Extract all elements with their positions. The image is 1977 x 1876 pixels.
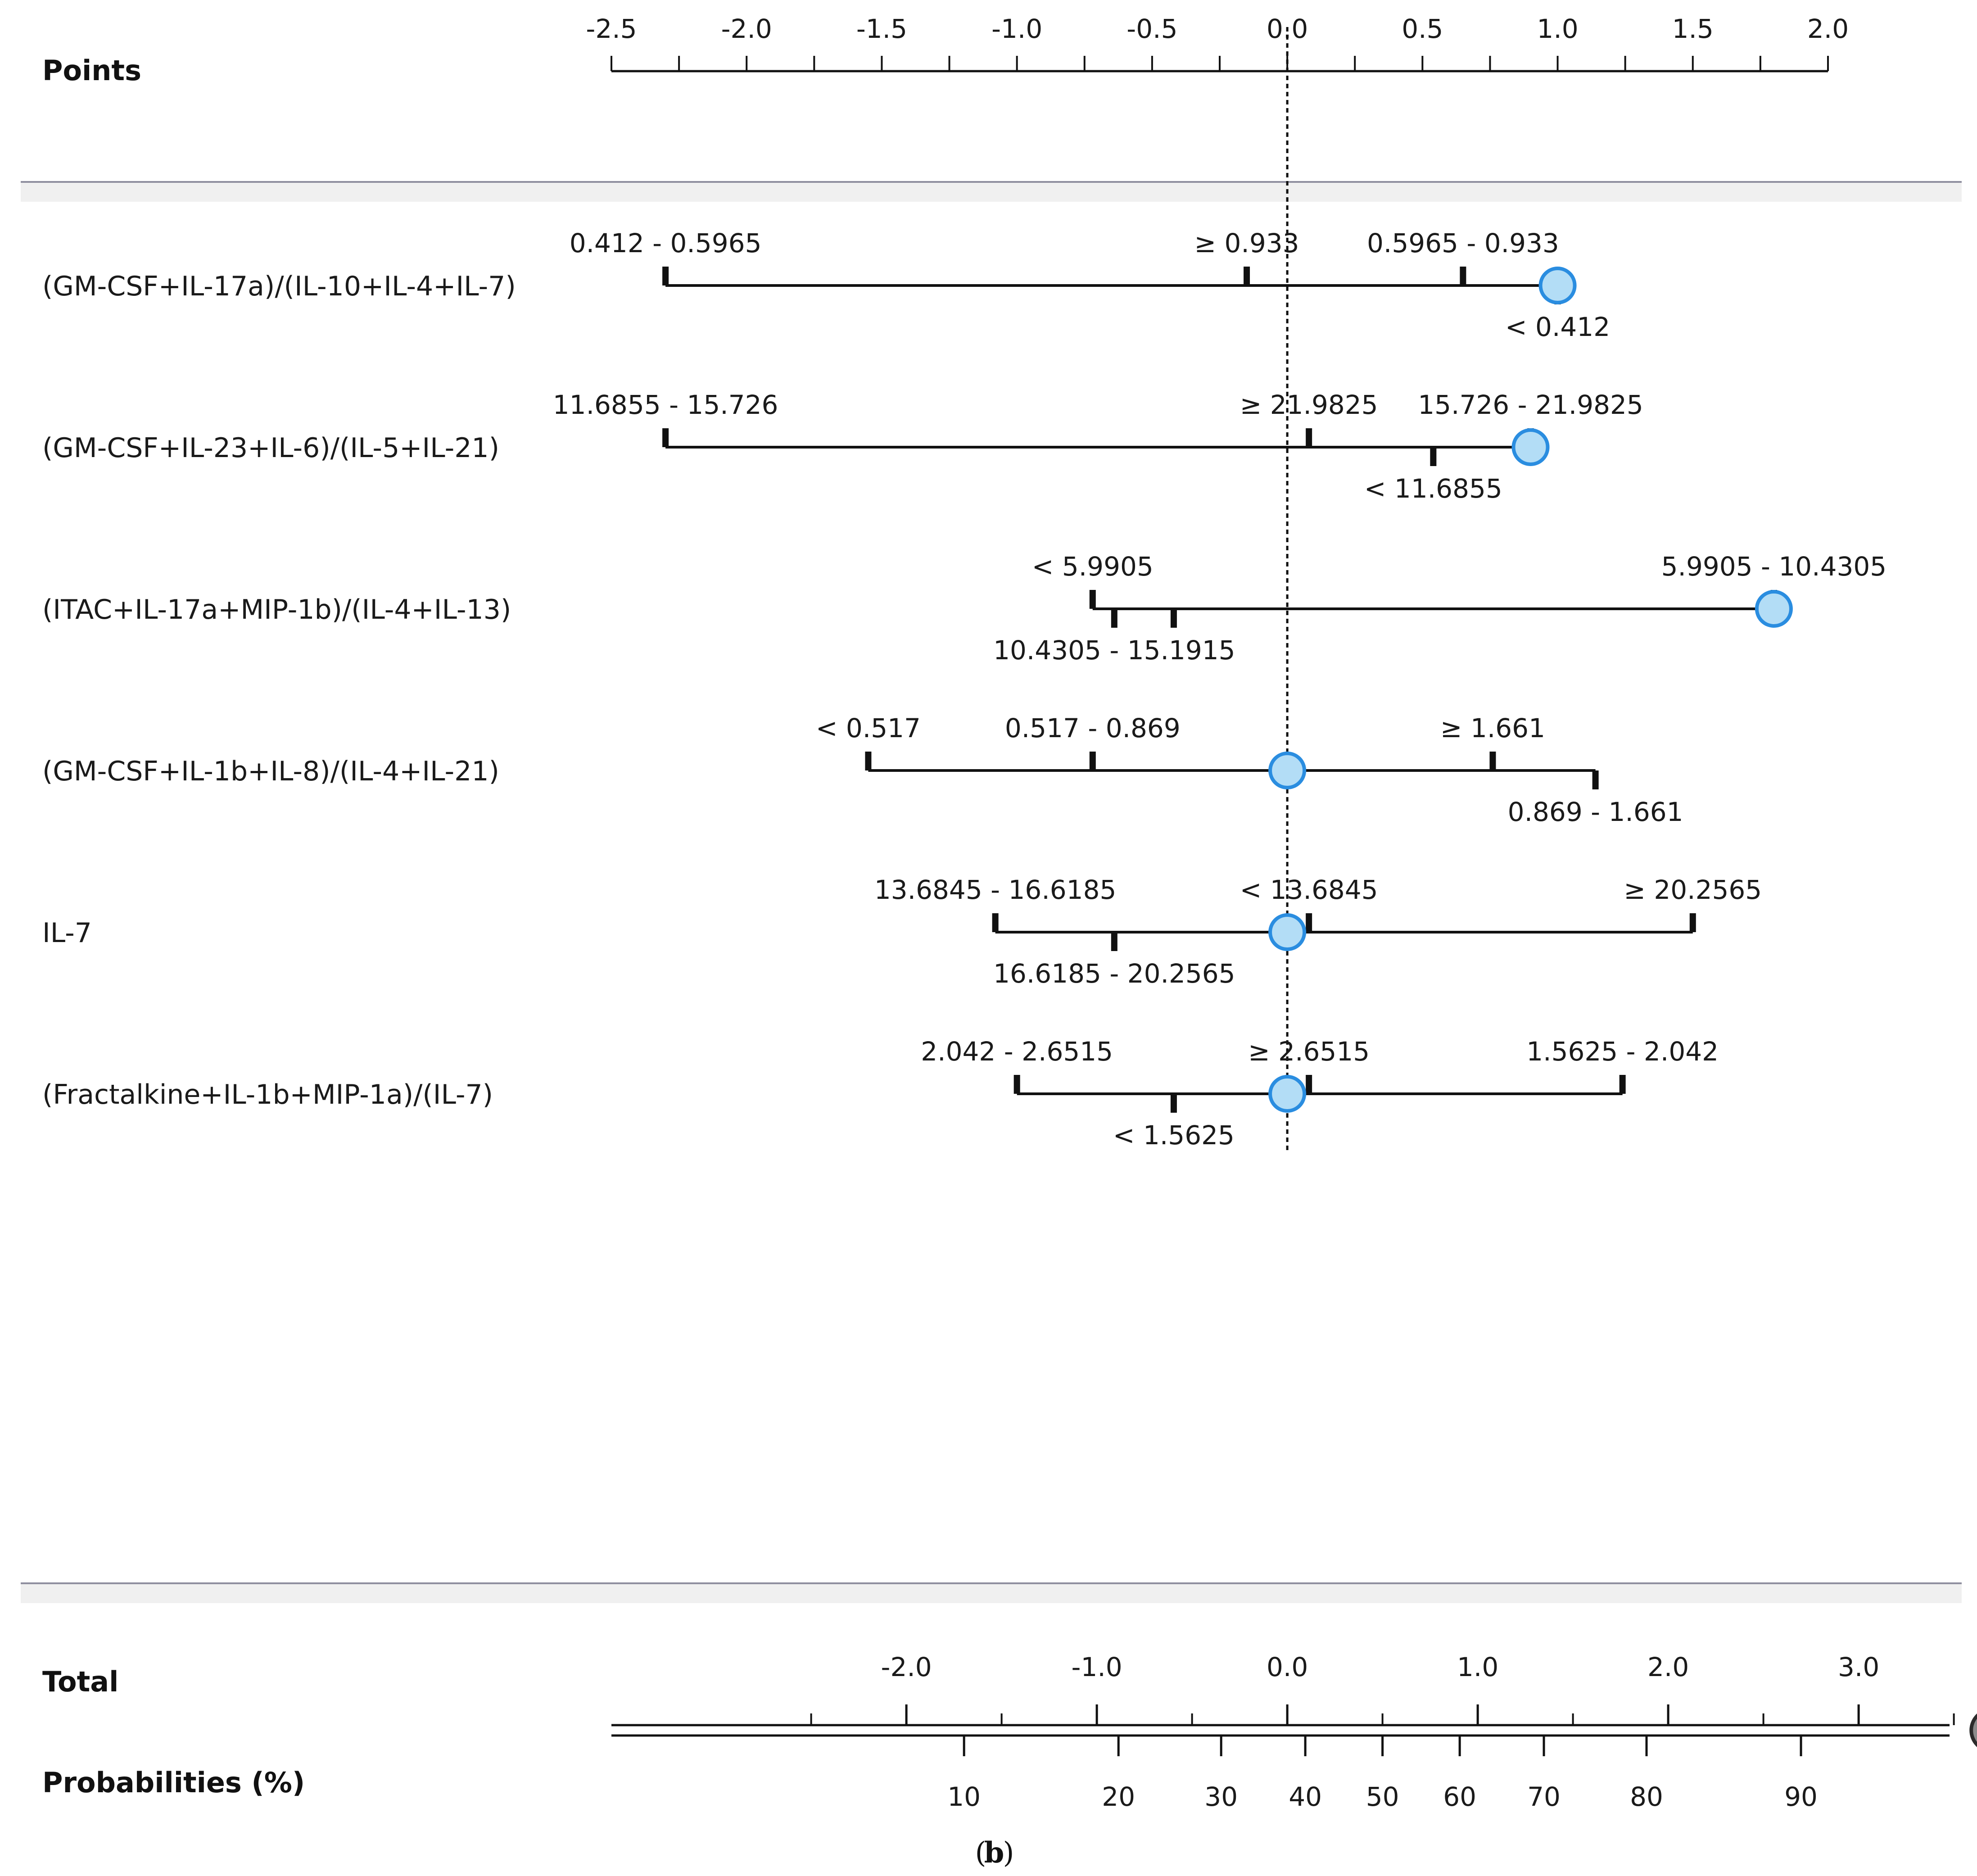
category-label: < 0.412 (1505, 312, 1610, 342)
variable-name: (ITAC+IL-17a+MIP-1b)/(IL-4+IL-13) (42, 594, 511, 625)
category-label: 0.412 - 0.5965 (570, 228, 762, 258)
selected-value-marker (1268, 1075, 1307, 1113)
probability-tick-label: 30 (1204, 1781, 1238, 1812)
category-label: < 1.5625 (1113, 1120, 1235, 1151)
probability-axis-title: Probabilities (%) (42, 1766, 305, 1799)
points-tick-label: 1.5 (1672, 14, 1714, 44)
variable-row: (ITAC+IL-17a+MIP-1b)/(IL-4+IL-13) < 5.990… (42, 551, 1887, 666)
category-label: 16.6185 - 20.2565 (993, 958, 1235, 989)
category-label: < 11.6855 (1364, 473, 1502, 504)
points-axis-title: Points (42, 54, 141, 87)
category-label: 2.042 - 2.6515 (921, 1036, 1113, 1067)
points-tick-label: -2.0 (721, 14, 772, 44)
variable-name: (Fractalkine+IL-1b+MIP-1a)/(IL-7) (42, 1079, 493, 1110)
selected-value-marker (1268, 913, 1307, 951)
total-score-marker (1969, 1713, 1977, 1747)
probability-tick-label: 20 (1102, 1781, 1135, 1812)
category-label: 1.5625 - 2.042 (1526, 1036, 1719, 1067)
variable-row: (Fractalkine+IL-1b+MIP-1a)/(IL-7) 2.042 -… (42, 1036, 1719, 1151)
panel-label-open: ( (975, 1836, 986, 1870)
points-tick-label: 1.0 (1537, 14, 1578, 44)
points-tick-label: -1.5 (856, 14, 907, 44)
category-label: 5.9905 - 10.4305 (1661, 551, 1887, 582)
total-tick-label: 0.0 (1267, 1652, 1308, 1682)
panel-label: b (984, 1836, 1004, 1870)
selected-value-marker (1511, 428, 1550, 466)
points-tick-label: 0.5 (1402, 14, 1443, 44)
variable-name: IL-7 (42, 917, 92, 949)
total-tick-label: 1.0 (1457, 1652, 1498, 1682)
total-tick-label: -2.0 (881, 1652, 932, 1682)
category-label: < 5.9905 (1032, 551, 1154, 582)
category-label: 15.726 - 21.9825 (1418, 390, 1643, 420)
variable-row: (GM-CSF+IL-1b+IL-8)/(IL-4+IL-21) < 0.517 0… (42, 713, 1683, 827)
category-label: ≥ 0.933 (1194, 228, 1299, 258)
variable-row: (GM-CSF+IL-23+IL-6)/(IL-5+IL-21) 11.6855 … (42, 390, 1643, 504)
probability-tick-label: 60 (1443, 1781, 1476, 1812)
points-tick-label: -2.5 (586, 14, 637, 44)
total-tick-label: -1.0 (1072, 1652, 1122, 1682)
selected-value-marker (1755, 590, 1793, 628)
probability-tick-label: 10 (947, 1781, 981, 1812)
category-label: ≥ 1.661 (1440, 713, 1545, 743)
variable-row: IL-7 13.6845 - 16.6185 < 13.6845 ≥ 20.2565 1… (42, 875, 1762, 989)
points-tick-label: 2.0 (1807, 14, 1849, 44)
variable-name: (GM-CSF+IL-23+IL-6)/(IL-5+IL-21) (42, 432, 499, 464)
total-axis: -2.0 -1.0 0.0 1.0 2.0 3.0 (611, 1652, 1977, 1747)
variable-rows: (GM-CSF+IL-17a)/(IL-10+IL-4+IL-7) 0.412 -… (42, 228, 1887, 1151)
category-label: 0.869 - 1.661 (1508, 797, 1683, 827)
probability-tick-label: 40 (1289, 1781, 1322, 1812)
probability-tick-label: 70 (1527, 1781, 1561, 1812)
probability-tick-label: 90 (1784, 1781, 1818, 1812)
probability-tick-label: 50 (1366, 1781, 1399, 1812)
bottom-separator-band (21, 1583, 1962, 1603)
probability-tick-label: 80 (1630, 1781, 1663, 1812)
total-axis-title: Total (42, 1665, 118, 1698)
points-axis: -2.5 -2.0 -1.5 -1.0 -0.5 0.0 0.5 1.0 1.5 2.0 (586, 14, 1849, 73)
panel-label-close: ) (1003, 1836, 1014, 1870)
category-label: ≥ 2.6515 (1248, 1036, 1370, 1067)
selected-value-marker (1268, 752, 1307, 789)
points-tick-label: -0.5 (1126, 14, 1177, 44)
top-separator-band (21, 182, 1962, 202)
category-label: < 0.517 (816, 713, 921, 743)
selected-value-marker (1538, 267, 1577, 304)
category-label: 0.517 - 0.869 (1005, 713, 1181, 743)
category-label: 13.6845 - 16.6185 (874, 875, 1117, 905)
points-tick-label: -1.0 (991, 14, 1042, 44)
category-label: ≥ 20.2565 (1624, 875, 1762, 905)
total-tick-label: 3.0 (1838, 1652, 1879, 1682)
category-label: < 13.6845 (1240, 875, 1378, 905)
variable-name: (GM-CSF+IL-1b+IL-8)/(IL-4+IL-21) (42, 756, 499, 787)
variable-row: (GM-CSF+IL-17a)/(IL-10+IL-4+IL-7) 0.412 -… (42, 228, 1610, 342)
category-label: 11.6855 - 15.726 (553, 390, 778, 420)
category-label: 0.5965 - 0.933 (1367, 228, 1559, 258)
total-tick-label: 2.0 (1647, 1652, 1689, 1682)
variable-name: (GM-CSF+IL-17a)/(IL-10+IL-4+IL-7) (42, 271, 516, 302)
category-label: 10.4305 - 15.1915 (993, 635, 1235, 666)
category-label: ≥ 21.9825 (1240, 390, 1378, 420)
probability-axis: 10 20 30 40 50 60 70 80 90 (611, 1734, 1950, 1812)
